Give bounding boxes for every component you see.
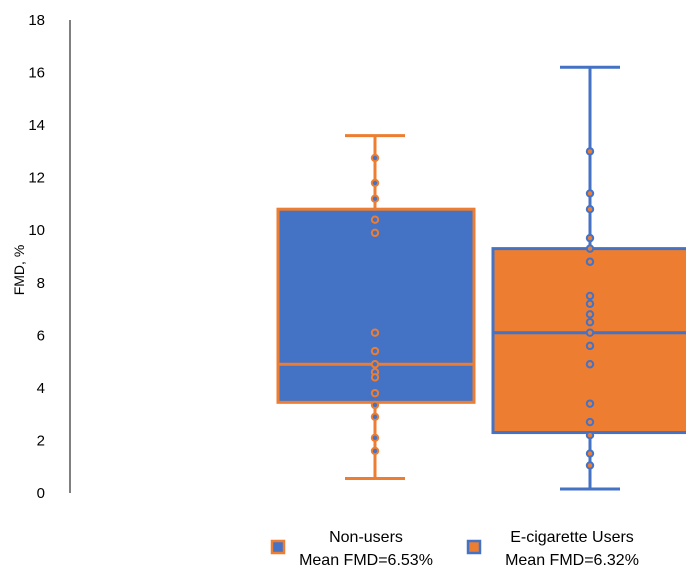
data-point [585, 189, 595, 198]
legend-swatch [270, 539, 286, 555]
data-point [585, 328, 595, 337]
data-point [585, 449, 595, 458]
y-tick-label: 16 [28, 65, 45, 82]
data-point [585, 417, 595, 427]
data-point [585, 257, 595, 266]
data-point [585, 360, 595, 369]
plot-area [276, 65, 686, 491]
y-tick-label: 8 [37, 275, 45, 292]
y-tick-label: 2 [37, 432, 45, 449]
data-point [585, 205, 595, 214]
data-point [585, 291, 595, 301]
y-tick-label: 6 [37, 327, 45, 344]
data-point [585, 299, 595, 308]
y-tick-label: 12 [28, 170, 45, 187]
data-point [370, 194, 380, 203]
y-tick-label: 0 [37, 485, 45, 502]
data-point [585, 399, 595, 408]
data-point [585, 317, 595, 327]
box-series-e-cigarette-users [491, 65, 686, 491]
legend-item: E-cigarette Users Mean FMD=6.32% [466, 529, 639, 569]
legend-mean: Mean FMD=6.32% [505, 552, 639, 569]
legend-label: E-cigarette Users [510, 529, 634, 546]
legend-item: Non-users Mean FMD=6.53% [270, 529, 433, 569]
data-point [585, 310, 595, 319]
data-point [585, 341, 595, 351]
y-axis-title: FMD, % [11, 245, 27, 296]
data-point [370, 346, 380, 356]
data-point [370, 178, 380, 188]
legend: Non-users Mean FMD=6.53% E-cigarette Users… [270, 529, 639, 569]
data-point [370, 153, 380, 163]
y-tick-label: 18 [28, 12, 45, 29]
legend-mean: Mean FMD=6.53% [299, 552, 433, 569]
box-series-non-users [276, 134, 476, 481]
data-point [370, 433, 380, 443]
data-point [585, 233, 595, 243]
data-point [370, 215, 380, 224]
data-point [370, 412, 380, 421]
data-point [370, 446, 380, 456]
data-point [585, 147, 595, 156]
data-point [370, 388, 380, 398]
data-point [370, 373, 380, 382]
y-tick-label: 10 [28, 222, 45, 239]
data-point [370, 328, 380, 337]
data-point [370, 360, 380, 369]
data-point [585, 430, 595, 440]
data-point [585, 244, 595, 253]
legend-swatch [466, 539, 482, 555]
data-point [370, 228, 380, 238]
data-point [370, 400, 380, 410]
y-tick-label: 4 [37, 380, 45, 397]
data-point [585, 461, 595, 470]
y-tick-label: 14 [28, 117, 45, 134]
y-axis: 0 2 4 6 8 10 12 14 16 18 [28, 12, 71, 502]
legend-label: Non-users [329, 529, 403, 546]
